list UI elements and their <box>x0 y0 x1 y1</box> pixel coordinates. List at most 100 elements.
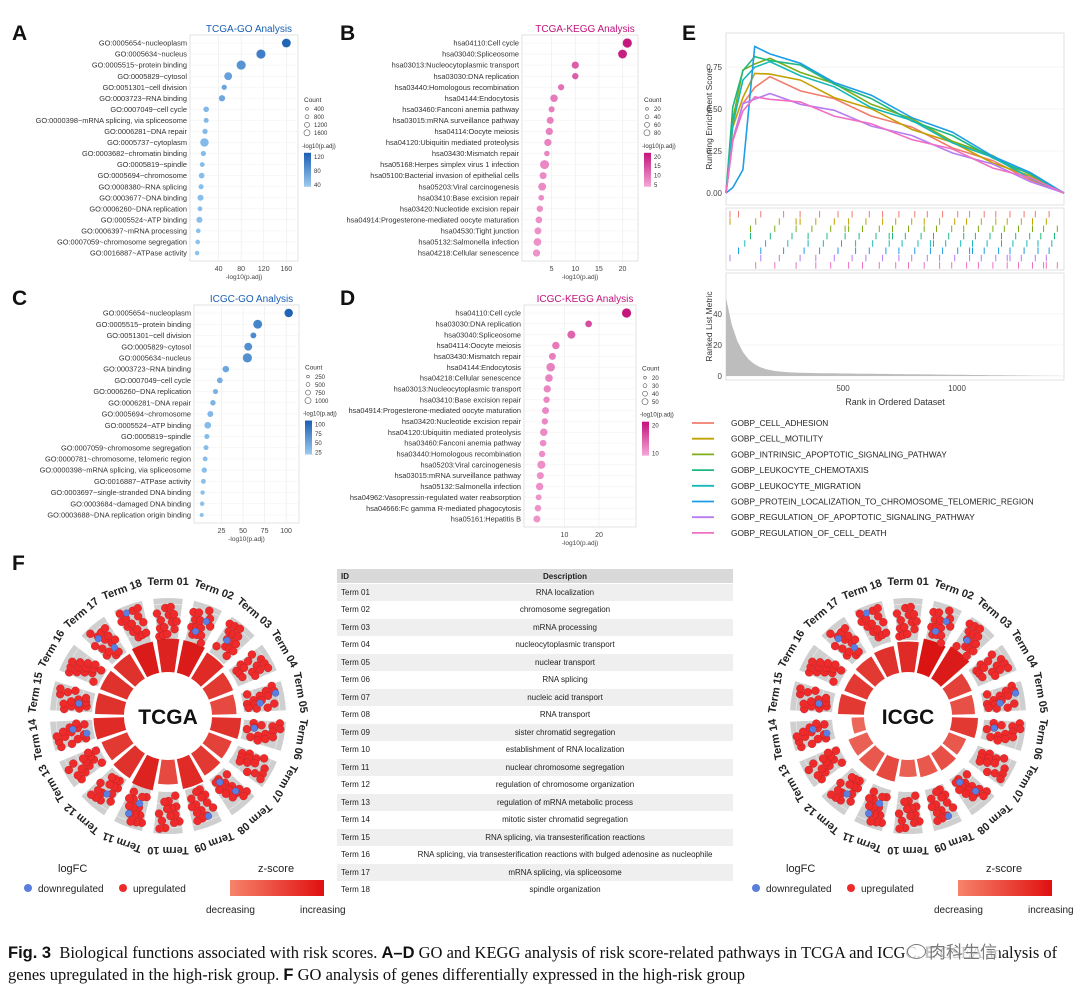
gene-dot-up <box>971 639 981 649</box>
term-label: GO:0005634~nucleus <box>119 353 191 362</box>
gene-dot-up <box>96 666 106 675</box>
gene-dot-down <box>1012 689 1020 697</box>
gene-dot-up <box>233 632 243 641</box>
gene-dot-up <box>796 684 805 693</box>
gene-dot-up <box>169 610 179 619</box>
gene-dot-up <box>96 778 105 788</box>
term-label: GO:0003723~RNA binding <box>103 365 191 374</box>
term-gridline <box>256 759 272 784</box>
gene-dot-up <box>263 691 273 700</box>
gene-dot-up <box>252 704 261 713</box>
data-point <box>216 377 223 384</box>
gene-dot-up <box>72 719 81 728</box>
es-line <box>725 72 1065 194</box>
gene-dot-down <box>69 725 77 733</box>
table-row: Term 15 RNA splicing, via transesterifica… <box>337 828 733 847</box>
zscore-high-label: increasing <box>1028 905 1074 916</box>
data-point <box>197 206 203 212</box>
zscore-bar <box>191 745 221 776</box>
term-label: hsa03030:DNA replication <box>436 319 521 328</box>
term-label: GO:0000398~mRNA splicing, via spliceosom… <box>36 116 187 125</box>
color-legend-label: 15 <box>654 164 661 170</box>
gene-dot-up <box>808 657 817 666</box>
term-label: hsa04110:Cell cycle <box>453 39 519 48</box>
data-point <box>538 194 545 201</box>
gene-dot-up <box>865 794 874 803</box>
count-legend-label: 800 <box>314 115 325 121</box>
y-tick-label: 0.50 <box>706 105 722 114</box>
data-point <box>207 411 214 417</box>
legend-label: GOBP_CELL_MOTILITY <box>731 434 824 444</box>
count-legend-title: Count <box>644 97 662 104</box>
gene-dot-up <box>881 628 891 637</box>
gene-dot-up <box>77 764 86 773</box>
term-label: Term 02 <box>932 577 975 602</box>
data-point <box>543 396 550 403</box>
gene-dot-up <box>91 660 100 669</box>
data-point <box>244 342 253 351</box>
term-label: hsa03013:Nucleocytoplasmic transport <box>392 61 519 70</box>
gene-dot-up <box>909 610 919 619</box>
gene-dot-up <box>969 647 978 656</box>
gene-dot-up <box>894 809 904 818</box>
gene-dot-up <box>243 767 252 777</box>
term-gridline <box>977 662 990 683</box>
caption-text-2: GO and KEGG analysis of risk score-relat… <box>418 943 921 962</box>
gene-dot-up <box>104 631 113 640</box>
term-description-cell: sister chromatid segregation <box>397 723 733 742</box>
gene-dot-up <box>895 824 904 833</box>
count-legend-label: 1200 <box>314 123 328 129</box>
legend-up-label: upregulated <box>133 884 186 895</box>
gene-dot-up <box>865 801 874 811</box>
gene-dot-up <box>83 659 92 668</box>
term-id-cell: Term 16 <box>337 846 397 864</box>
ranked-metric-area <box>726 297 1064 376</box>
count-legend-dot <box>305 389 311 396</box>
zscore-bar <box>942 673 972 700</box>
zscore-bar <box>176 754 204 789</box>
es-line <box>725 45 1065 194</box>
data-point <box>535 482 544 491</box>
data-point <box>204 421 212 429</box>
circle-center-label: ICGC <box>882 706 935 729</box>
x-tick-label: 160 <box>281 266 293 273</box>
gene-dot-down <box>94 635 102 643</box>
gene-dot-down <box>862 609 870 617</box>
term-label: GO:0006260~DNA replication <box>93 387 191 396</box>
data-point <box>200 490 205 495</box>
term-label: GO:0006397~mRNA processing <box>81 226 187 235</box>
gene-dot-up <box>69 759 78 768</box>
gene-dot-up <box>192 787 201 797</box>
gene-dot-up <box>903 629 912 639</box>
term-label: GO:0007049~cell cycle <box>110 105 187 114</box>
count-legend-label: 400 <box>314 107 325 113</box>
x-tick-label: 120 <box>258 266 270 273</box>
zscore-bar <box>101 732 134 761</box>
count-legend-label: 80 <box>654 131 661 137</box>
gene-dot-up <box>133 625 142 634</box>
go-term-table: ID Description Term 01 RNA localization Te… <box>337 569 733 899</box>
es-line <box>725 92 1065 194</box>
gene-dot-down <box>809 725 817 733</box>
gene-dot-down <box>963 636 971 644</box>
gene-dot-up <box>979 791 988 801</box>
gene-dot-up <box>91 746 101 755</box>
gene-dot-up <box>833 786 843 795</box>
term-gridline <box>795 721 802 750</box>
gene-dot-down <box>216 778 224 786</box>
gene-dot-up <box>78 754 88 763</box>
data-point <box>224 72 233 81</box>
gene-dot-up <box>900 622 909 632</box>
gene-dot-up <box>815 658 825 667</box>
zscore-bar <box>93 717 127 740</box>
zscore-bar <box>844 673 874 700</box>
gene-dot-up <box>987 650 997 659</box>
gene-dot-up <box>105 780 114 789</box>
color-legend-bar <box>305 420 312 455</box>
data-point <box>534 227 542 235</box>
data-point <box>536 205 544 212</box>
panel-letter-a: A <box>12 22 27 45</box>
caption-fig-label: Fig. 3 <box>8 944 52 962</box>
gene-dot-up <box>56 684 65 693</box>
data-point <box>540 428 548 437</box>
